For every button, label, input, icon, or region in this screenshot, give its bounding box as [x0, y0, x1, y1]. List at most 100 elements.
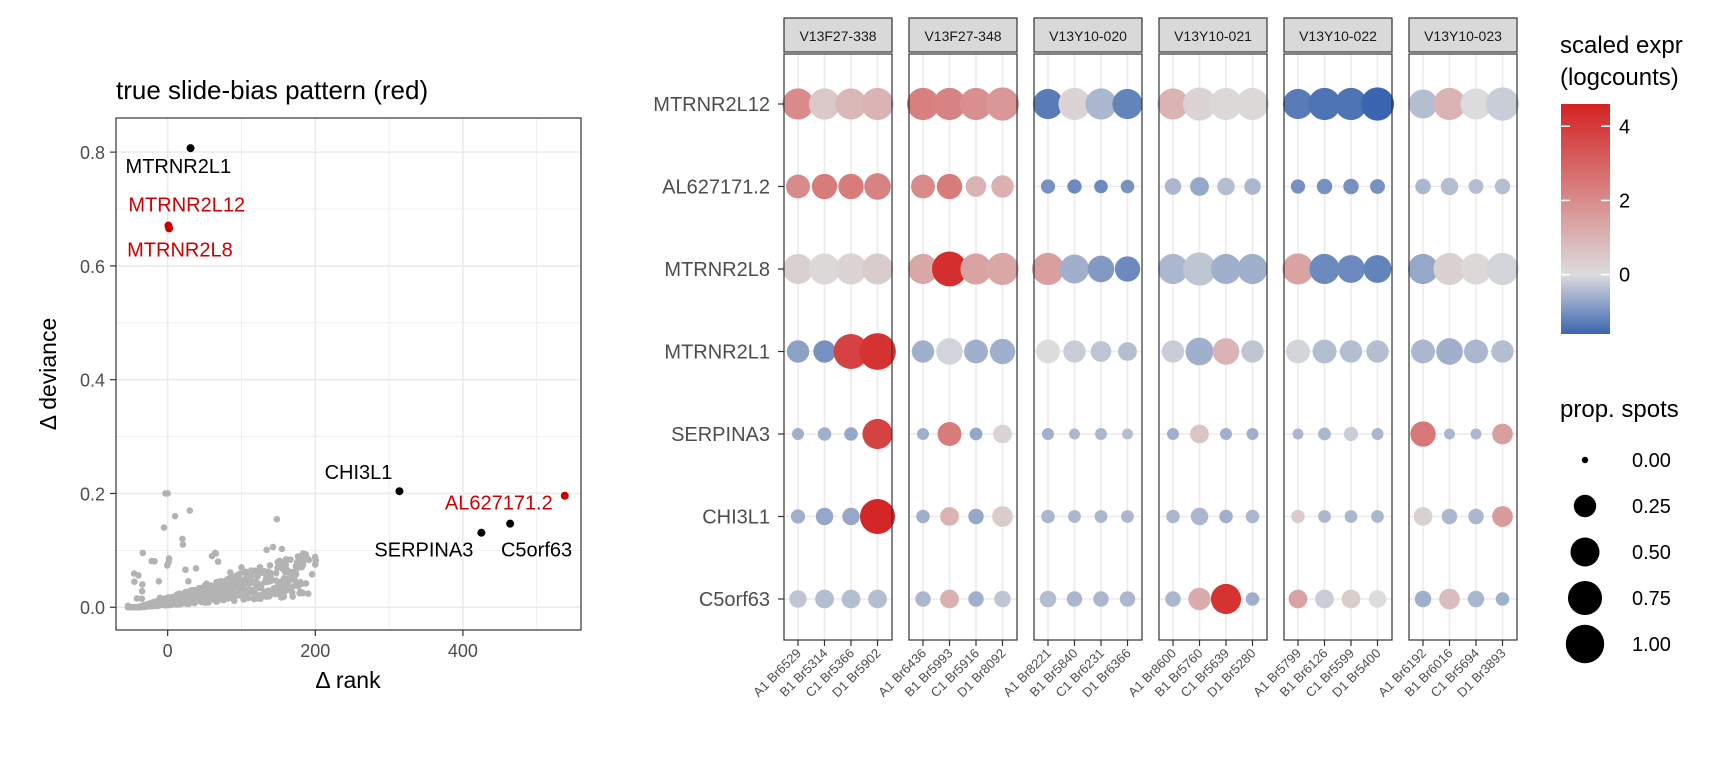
facet-strip	[1408, 17, 1518, 53]
dot	[1114, 256, 1141, 282]
color-bar	[1561, 104, 1610, 334]
background-point	[208, 552, 216, 560]
background-point	[284, 556, 292, 564]
dot	[1066, 591, 1083, 607]
facet-strip	[1033, 17, 1143, 53]
color-tick-label: 2	[1619, 190, 1630, 212]
background-point	[214, 558, 222, 565]
dot	[1067, 179, 1082, 194]
dot	[1468, 508, 1484, 525]
dot	[937, 422, 962, 446]
background-point	[269, 543, 277, 551]
size-key-dot	[1581, 456, 1589, 464]
scatter-axes: 0 200 400 0.0 0.2 0.4 0.6 0.8	[80, 143, 478, 661]
dot	[1121, 510, 1134, 523]
facet-border	[783, 53, 893, 641]
background-point	[219, 590, 227, 597]
background-point	[176, 590, 184, 598]
dot	[936, 173, 963, 200]
background-point	[210, 583, 217, 590]
background-point	[308, 571, 316, 578]
dot	[1344, 510, 1358, 523]
background-point	[243, 594, 251, 601]
background-point	[156, 594, 164, 602]
dot	[1433, 252, 1466, 286]
dot	[933, 87, 966, 121]
dot	[1464, 339, 1488, 364]
dot	[1467, 590, 1485, 608]
dot	[1182, 252, 1217, 286]
facet-border	[1158, 53, 1268, 641]
background-point	[148, 557, 156, 565]
dot	[1339, 340, 1363, 363]
dot	[1485, 87, 1520, 121]
dot	[1492, 423, 1513, 445]
dot	[1494, 178, 1511, 195]
background-point	[274, 589, 281, 597]
dot	[1063, 340, 1086, 363]
dot	[1292, 428, 1304, 440]
size-key-label: 0.50	[1632, 542, 1671, 564]
dot	[1039, 590, 1057, 608]
dot	[964, 339, 988, 364]
y-tick-label: 0.2	[80, 484, 105, 504]
background-point	[139, 549, 147, 557]
dot	[992, 506, 1013, 527]
background-point	[241, 568, 248, 576]
facet-strip	[783, 17, 893, 53]
dot	[1167, 428, 1179, 440]
dot	[1217, 177, 1235, 196]
y-tick-label: 0.0	[80, 598, 105, 618]
point-label: MTRNR2L12	[128, 195, 245, 217]
dot	[1188, 587, 1211, 611]
dot	[1436, 338, 1463, 365]
scatter-grid	[116, 118, 581, 630]
dot	[1291, 509, 1305, 524]
point-label: AL627171.2	[445, 493, 553, 515]
dot	[931, 251, 968, 287]
dot	[782, 253, 814, 285]
facet-strip-label: V13F27-348	[924, 28, 1001, 44]
dot	[1090, 341, 1112, 362]
dot	[815, 589, 834, 609]
dot	[940, 507, 959, 526]
dot	[1209, 87, 1243, 121]
dot	[1414, 590, 1432, 608]
color-legend-title-line2: (logcounts)	[1560, 64, 1679, 91]
dot	[1341, 589, 1361, 609]
facet-strip	[908, 17, 1018, 53]
background-point	[235, 571, 243, 578]
background-point	[182, 595, 190, 602]
gene-label: CHI3L1	[702, 507, 770, 529]
point-label: C5orf63	[501, 540, 572, 562]
dot	[906, 87, 940, 121]
dot	[811, 173, 838, 200]
background-point	[192, 564, 200, 572]
background-point	[227, 573, 235, 581]
dot	[841, 589, 861, 609]
background-point	[142, 601, 149, 609]
background-point	[252, 581, 260, 588]
x-axis-title: Δ rank	[315, 667, 381, 693]
dot	[1407, 253, 1439, 285]
dot	[1087, 255, 1115, 283]
dot	[1068, 510, 1081, 523]
dot	[808, 253, 841, 285]
dot	[959, 87, 993, 121]
dot	[1119, 591, 1136, 607]
dot	[1470, 428, 1482, 440]
dot	[838, 173, 864, 200]
dot	[1085, 88, 1117, 120]
dot	[1343, 426, 1359, 442]
background-point	[276, 579, 283, 586]
dot	[1343, 178, 1359, 195]
background-point	[139, 581, 146, 588]
background-point	[263, 546, 270, 554]
background-point	[284, 568, 292, 576]
dot	[1157, 253, 1189, 285]
background-point	[274, 564, 281, 571]
dot	[861, 87, 894, 121]
